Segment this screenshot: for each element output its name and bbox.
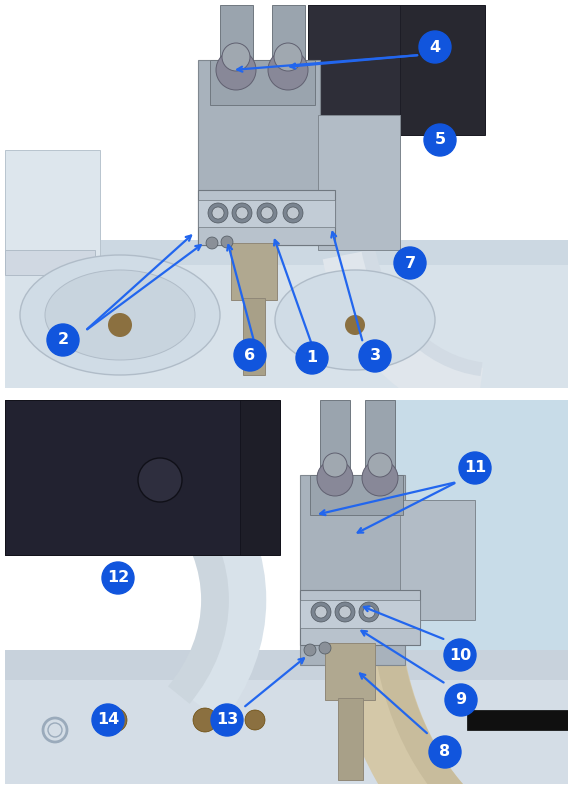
Text: 11: 11 bbox=[464, 461, 486, 476]
Polygon shape bbox=[235, 243, 273, 287]
Polygon shape bbox=[331, 643, 369, 687]
FancyBboxPatch shape bbox=[300, 600, 420, 628]
Circle shape bbox=[138, 458, 182, 502]
Bar bbox=[5, 670, 568, 789]
Circle shape bbox=[261, 207, 273, 219]
Text: 12: 12 bbox=[107, 570, 129, 585]
FancyBboxPatch shape bbox=[310, 475, 403, 515]
Circle shape bbox=[317, 460, 353, 496]
Text: 4: 4 bbox=[429, 39, 441, 54]
Circle shape bbox=[335, 602, 355, 622]
FancyBboxPatch shape bbox=[5, 250, 95, 275]
Circle shape bbox=[216, 50, 256, 90]
FancyBboxPatch shape bbox=[198, 200, 335, 227]
FancyBboxPatch shape bbox=[231, 243, 277, 300]
Circle shape bbox=[459, 452, 491, 484]
Text: 13: 13 bbox=[216, 712, 238, 727]
Text: 3: 3 bbox=[370, 349, 380, 364]
FancyBboxPatch shape bbox=[5, 400, 240, 555]
Circle shape bbox=[47, 324, 79, 356]
Circle shape bbox=[268, 50, 308, 90]
Bar bbox=[5, 260, 568, 395]
FancyBboxPatch shape bbox=[300, 590, 420, 645]
Circle shape bbox=[208, 203, 228, 223]
FancyBboxPatch shape bbox=[400, 500, 475, 620]
Bar bbox=[5, 240, 568, 265]
Circle shape bbox=[193, 708, 217, 732]
Circle shape bbox=[232, 203, 252, 223]
FancyBboxPatch shape bbox=[5, 400, 280, 555]
Circle shape bbox=[419, 31, 451, 63]
Text: 14: 14 bbox=[97, 712, 119, 727]
Ellipse shape bbox=[20, 255, 220, 375]
FancyBboxPatch shape bbox=[272, 5, 305, 70]
Circle shape bbox=[323, 453, 347, 477]
Text: 8: 8 bbox=[439, 745, 450, 760]
FancyBboxPatch shape bbox=[198, 60, 320, 245]
FancyBboxPatch shape bbox=[320, 400, 350, 480]
Text: 6: 6 bbox=[245, 347, 256, 362]
Text: 7: 7 bbox=[405, 256, 415, 271]
Circle shape bbox=[296, 342, 328, 374]
Circle shape bbox=[445, 684, 477, 716]
Circle shape bbox=[304, 644, 316, 656]
Ellipse shape bbox=[275, 270, 435, 370]
Text: 1: 1 bbox=[307, 350, 317, 365]
Circle shape bbox=[212, 207, 224, 219]
Circle shape bbox=[424, 124, 456, 156]
FancyBboxPatch shape bbox=[300, 475, 405, 665]
Circle shape bbox=[359, 340, 391, 372]
FancyBboxPatch shape bbox=[220, 5, 253, 70]
FancyBboxPatch shape bbox=[198, 190, 335, 245]
Circle shape bbox=[368, 453, 392, 477]
FancyBboxPatch shape bbox=[325, 643, 375, 700]
FancyBboxPatch shape bbox=[308, 5, 400, 170]
FancyBboxPatch shape bbox=[308, 5, 485, 135]
FancyBboxPatch shape bbox=[375, 400, 573, 680]
Circle shape bbox=[236, 207, 248, 219]
Circle shape bbox=[283, 203, 303, 223]
FancyBboxPatch shape bbox=[318, 115, 400, 250]
Text: 2: 2 bbox=[57, 332, 69, 347]
Circle shape bbox=[359, 602, 379, 622]
Circle shape bbox=[319, 642, 331, 654]
Circle shape bbox=[257, 203, 277, 223]
Circle shape bbox=[92, 704, 124, 736]
Circle shape bbox=[444, 639, 476, 671]
FancyBboxPatch shape bbox=[243, 298, 265, 375]
FancyBboxPatch shape bbox=[338, 698, 363, 780]
Circle shape bbox=[429, 736, 461, 768]
Circle shape bbox=[394, 247, 426, 279]
Text: 9: 9 bbox=[456, 693, 466, 708]
Circle shape bbox=[211, 704, 243, 736]
Circle shape bbox=[245, 710, 265, 730]
Circle shape bbox=[345, 315, 365, 335]
Circle shape bbox=[108, 313, 132, 337]
Circle shape bbox=[274, 43, 302, 71]
Ellipse shape bbox=[45, 270, 195, 360]
FancyBboxPatch shape bbox=[365, 400, 395, 480]
Circle shape bbox=[102, 562, 134, 594]
Circle shape bbox=[339, 606, 351, 618]
FancyBboxPatch shape bbox=[210, 60, 315, 105]
Circle shape bbox=[103, 708, 127, 732]
Circle shape bbox=[234, 339, 266, 371]
Circle shape bbox=[221, 236, 233, 248]
Circle shape bbox=[311, 602, 331, 622]
Bar bbox=[5, 650, 568, 680]
Text: 10: 10 bbox=[449, 648, 471, 663]
Circle shape bbox=[362, 460, 398, 496]
Circle shape bbox=[363, 606, 375, 618]
FancyBboxPatch shape bbox=[5, 150, 100, 270]
Circle shape bbox=[206, 237, 218, 249]
Circle shape bbox=[315, 606, 327, 618]
Text: 5: 5 bbox=[434, 133, 446, 148]
FancyBboxPatch shape bbox=[467, 710, 573, 730]
Circle shape bbox=[222, 43, 250, 71]
Circle shape bbox=[287, 207, 299, 219]
